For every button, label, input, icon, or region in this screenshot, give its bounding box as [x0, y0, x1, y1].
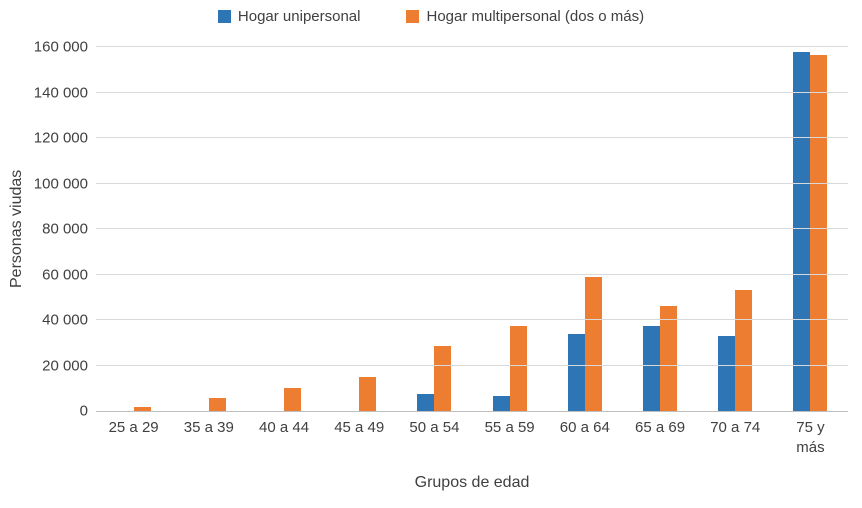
x-tick-label: 55 a 59	[484, 419, 535, 436]
bar-group	[397, 47, 472, 411]
bar-group	[698, 47, 773, 411]
gridline	[96, 46, 848, 47]
bar	[434, 346, 452, 411]
x-axis-title: Grupos de edad	[414, 474, 530, 491]
legend-label: Hogar multipersonal (dos o más)	[426, 8, 645, 25]
bar	[810, 54, 828, 411]
bar	[793, 51, 811, 411]
x-axis-tick-labels: 25 a 29 35 a 39 40 a 44 45 a 49 50 a 54 55 a …	[96, 418, 848, 459]
y-tick-label: 0	[79, 402, 88, 420]
gridline	[96, 319, 848, 320]
x-tick-label: 75 y más	[796, 419, 825, 457]
bar-group	[773, 47, 848, 411]
bar	[133, 407, 151, 411]
legend-label: Hogar unipersonal	[237, 8, 361, 25]
bar	[359, 377, 377, 411]
x-tick-label: 70 a 74	[710, 419, 761, 436]
bar	[492, 395, 510, 411]
bar-groups	[96, 47, 848, 411]
bar	[718, 335, 736, 411]
y-tick-label: 160 000	[33, 38, 88, 56]
bar-group	[622, 47, 697, 411]
y-tick-label: 60 000	[42, 266, 88, 283]
bar	[509, 325, 527, 411]
legend-swatch-icon	[217, 10, 231, 23]
x-tick-label: 25 a 29	[108, 419, 159, 436]
x-tick-label: 60 a 64	[559, 419, 610, 436]
gridline	[96, 91, 848, 93]
x-tick-label: 50 a 54	[409, 419, 460, 436]
x-tick-label: 45 a 49	[334, 419, 385, 436]
y-tick-label: 20 000	[42, 357, 88, 374]
y-tick-label: 140 000	[33, 84, 88, 101]
bar-group	[171, 47, 246, 411]
x-tick-label: 35 a 39	[183, 419, 234, 436]
gridline	[96, 273, 848, 275]
legend-item: Hogar unipersonal	[217, 8, 361, 25]
bar-group	[472, 47, 547, 411]
gridline	[96, 364, 848, 366]
bar	[584, 276, 602, 411]
plot-area	[96, 46, 848, 412]
y-axis-tick-labels: 0 20 000 40 000 60 000 80 000 100 000 120 000 1…	[0, 39, 88, 420]
bar	[567, 333, 585, 411]
y-tick-label: 40 000	[42, 311, 88, 329]
bar	[417, 393, 435, 411]
y-tick-label: 120 000	[33, 129, 88, 147]
bar-group	[246, 47, 321, 411]
bar-group	[96, 47, 171, 411]
bar-group	[322, 47, 397, 411]
bar	[643, 326, 661, 411]
gridline	[96, 137, 848, 138]
bar	[660, 305, 678, 411]
y-tick-label: 100 000	[33, 175, 88, 192]
x-tick-label: 40 a 44	[258, 419, 310, 436]
gridline	[96, 182, 848, 184]
legend: Hogar unipersonal Hogar multipersonal (do…	[0, 8, 862, 25]
gridline	[96, 228, 848, 229]
bar	[284, 387, 301, 411]
x-tick-label: 65 a 69	[635, 419, 686, 436]
y-tick-label: 80 000	[42, 220, 88, 238]
bar	[735, 289, 753, 411]
legend-swatch-icon	[406, 10, 420, 23]
bar	[208, 398, 226, 411]
legend-item: Hogar multipersonal (dos o más)	[406, 8, 644, 25]
bar-group	[547, 47, 622, 411]
